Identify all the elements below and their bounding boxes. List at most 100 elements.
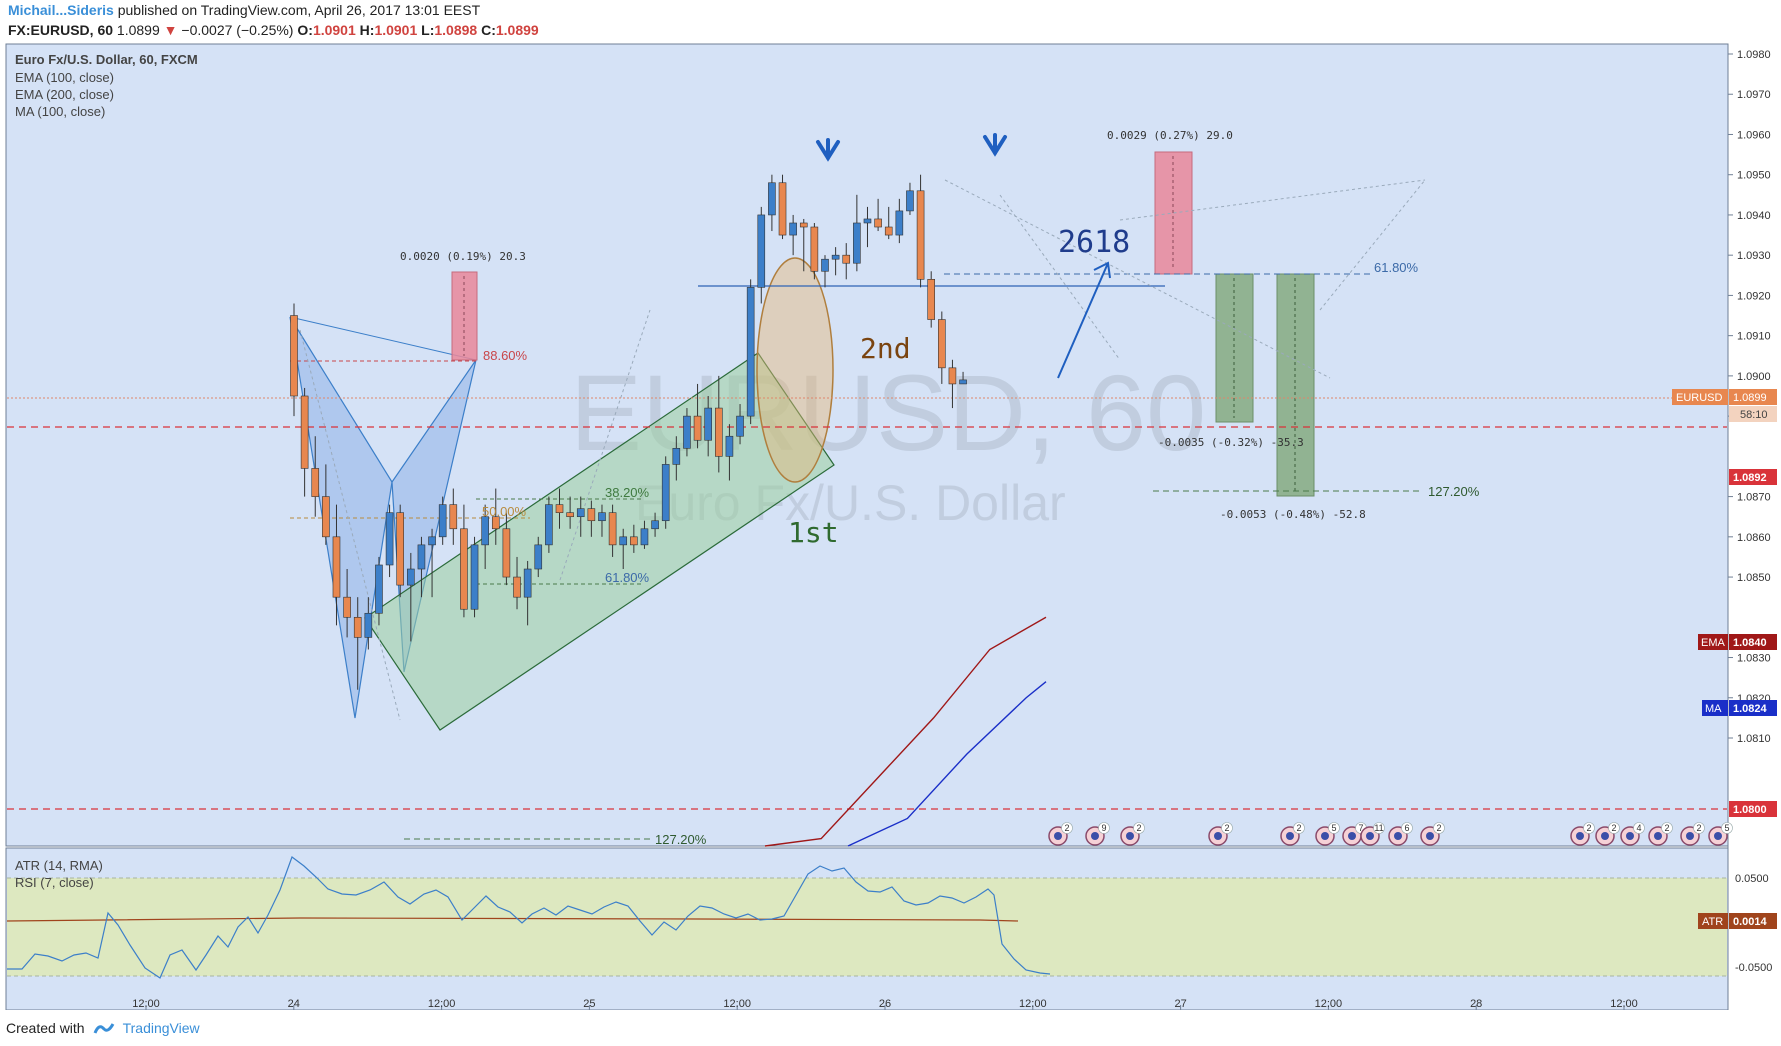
candle[interactable] — [555, 504, 564, 513]
down-arrow-icon — [816, 138, 840, 162]
candle[interactable] — [640, 528, 649, 546]
candle[interactable] — [661, 464, 670, 522]
candle[interactable] — [916, 190, 925, 280]
candle[interactable] — [938, 319, 946, 369]
candle[interactable] — [619, 536, 628, 546]
candle[interactable] — [651, 520, 659, 530]
candle[interactable] — [407, 568, 415, 586]
legend-ema100[interactable]: EMA (100, close) — [15, 70, 114, 85]
ema-line[interactable] — [764, 616, 1047, 847]
price-axis[interactable]: 1.0980 1.0970 1.0960 1.0950 1.0940 1.0930 1.09… — [1728, 49, 1771, 745]
atr-line[interactable] — [6, 917, 1019, 922]
candle[interactable] — [534, 544, 543, 570]
time-axis[interactable]: 12:00 24 12:00 25 12:00 26 12:00 27 12:00 28 12:00 — [132, 998, 1638, 1010]
candle[interactable] — [353, 616, 362, 638]
ma-price-tag — [1729, 700, 1777, 716]
candle[interactable] — [375, 564, 383, 614]
candle[interactable] — [343, 596, 351, 618]
event-count: 2 — [1136, 823, 1141, 833]
candle[interactable] — [683, 415, 691, 449]
second-test-ellipse[interactable] — [756, 257, 834, 483]
candle[interactable] — [460, 528, 468, 610]
candle[interactable] — [757, 214, 766, 288]
candle[interactable] — [948, 367, 957, 385]
fib-618-low: 61.80% — [605, 570, 650, 585]
candle[interactable] — [438, 504, 447, 538]
candle[interactable] — [311, 468, 320, 497]
candle[interactable] — [322, 496, 330, 538]
candles[interactable] — [290, 174, 967, 690]
candle[interactable] — [523, 568, 532, 598]
ma-line[interactable] — [847, 681, 1047, 847]
candle[interactable] — [396, 512, 405, 586]
event-flag-icon — [1576, 832, 1584, 840]
candle[interactable] — [725, 435, 734, 457]
candle[interactable] — [290, 315, 298, 397]
candle[interactable] — [566, 512, 574, 518]
tradingview-link[interactable]: TradingView — [122, 1020, 200, 1036]
open-value: 1.0901 — [312, 22, 356, 38]
candle[interactable] — [853, 222, 861, 264]
measure-label-3: -0.0035 (-0.32%) -35.3 — [1158, 436, 1304, 449]
candle[interactable] — [449, 504, 458, 530]
candle[interactable] — [810, 226, 819, 272]
candle[interactable] — [799, 222, 808, 228]
candle[interactable] — [672, 448, 681, 465]
candle[interactable] — [884, 226, 893, 236]
candle[interactable] — [704, 407, 712, 441]
candle[interactable] — [608, 512, 617, 546]
candle[interactable] — [831, 254, 840, 260]
candle[interactable] — [746, 287, 755, 417]
candle[interactable] — [300, 395, 309, 469]
rsi-line[interactable] — [7, 856, 1051, 979]
candle[interactable] — [693, 415, 702, 441]
candle[interactable] — [959, 379, 967, 385]
measure-box-4[interactable] — [1276, 273, 1315, 497]
legend-ma100[interactable]: MA (100, close) — [15, 104, 105, 119]
created-with: Created with — [6, 1020, 85, 1036]
ema-tag — [1698, 634, 1728, 650]
candle[interactable] — [863, 218, 872, 224]
candle[interactable] — [789, 222, 797, 236]
event-count-badge — [1401, 822, 1413, 834]
author-link[interactable]: Michail...Sideris — [8, 2, 114, 18]
main-pane[interactable] — [5, 43, 1729, 847]
countdown-tag — [1729, 406, 1777, 422]
candle[interactable] — [821, 258, 829, 272]
candle[interactable] — [778, 182, 787, 236]
candle[interactable] — [927, 279, 936, 320]
candle[interactable] — [364, 612, 373, 638]
candle[interactable] — [502, 528, 511, 578]
eurusd-price: 1.0899 — [1733, 392, 1767, 404]
candle[interactable] — [906, 190, 914, 212]
candle[interactable] — [842, 254, 851, 264]
candle[interactable] — [630, 536, 638, 546]
candle[interactable] — [714, 407, 723, 457]
candle[interactable] — [491, 516, 500, 530]
candle[interactable] — [895, 210, 904, 236]
candle[interactable] — [417, 544, 426, 570]
candle[interactable] — [736, 415, 744, 437]
candle[interactable] — [576, 508, 585, 518]
candle[interactable] — [385, 512, 394, 566]
price-chart[interactable]: EURUSD, 60 Euro Fx/U.S. Dollar Euro Fx/U… — [0, 40, 1781, 1010]
candle[interactable] — [768, 182, 776, 216]
legend-ema200[interactable]: EMA (200, close) — [15, 87, 114, 102]
event-count: 7 — [1358, 823, 1363, 833]
price-tick-label: 1.0850 — [1737, 572, 1771, 584]
time-tick-label: 26 — [879, 998, 891, 1010]
candle[interactable] — [470, 544, 479, 610]
countdown: 58:10 — [1740, 409, 1768, 421]
candle[interactable] — [481, 516, 489, 546]
fib-1272-low: 127.20% — [655, 832, 707, 847]
candle[interactable] — [598, 512, 606, 522]
candle[interactable] — [874, 218, 882, 228]
candle[interactable] — [587, 508, 596, 522]
candle[interactable] — [545, 504, 553, 546]
time-tick-label: 28 — [1470, 998, 1482, 1010]
event-markers[interactable]: 2 9 2 2 2 5 7 11 6 2 2 2 4 2 2 5 — [1048, 822, 1733, 846]
candle[interactable] — [332, 536, 341, 598]
candle[interactable] — [428, 536, 436, 546]
candle[interactable] — [513, 576, 521, 598]
measure-box-1[interactable] — [451, 271, 478, 361]
